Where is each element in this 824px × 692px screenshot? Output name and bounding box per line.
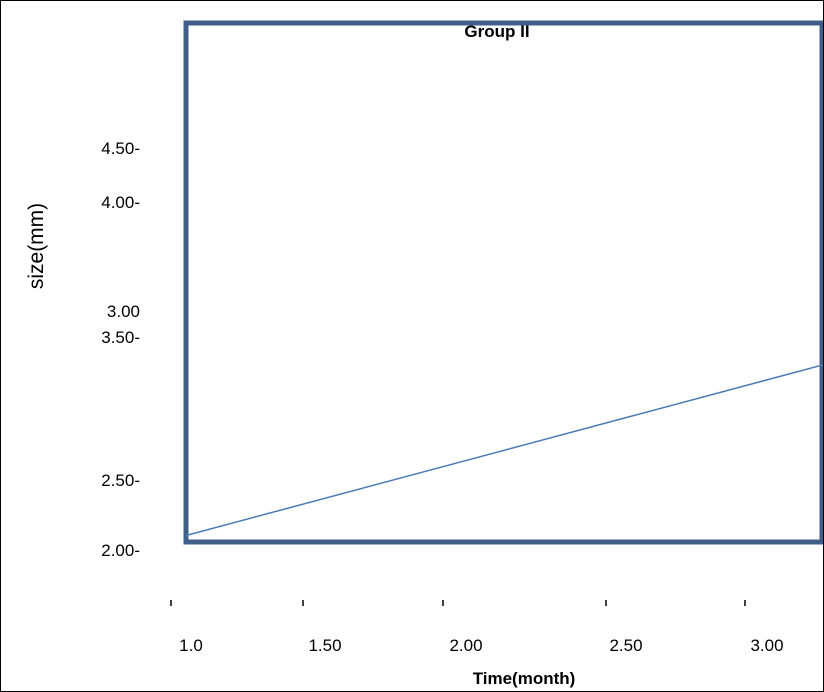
plot-area-border: [183, 20, 823, 545]
y-tick-label: 4.00-: [101, 193, 140, 212]
y-axis-title: size(mm): [25, 203, 48, 289]
x-tick-label: 1.0: [179, 636, 203, 655]
chart-title: Group II: [464, 22, 529, 41]
series-line-0: [185, 364, 823, 537]
y-tick-label: 3.00: [107, 302, 140, 321]
x-axis-title: Time(month): [473, 669, 576, 688]
y-tick-label: 2.50-: [101, 471, 140, 490]
x-tick-label: 2.00: [449, 636, 482, 655]
y-tick-label: 3.50-: [101, 328, 140, 347]
y-tick-label: 2.00-: [101, 541, 140, 560]
y-tick-label: 4.50-: [101, 139, 140, 158]
x-tick-label: 3.00: [750, 636, 783, 655]
x-tick-label: 1.50: [308, 636, 341, 655]
x-tick-label: 2.50: [609, 636, 642, 655]
